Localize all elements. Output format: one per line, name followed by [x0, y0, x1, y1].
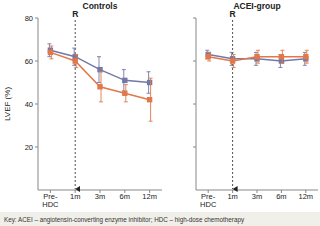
annotation-label: R — [72, 9, 78, 19]
data-point — [147, 80, 152, 85]
error-bar-cap — [207, 52, 211, 53]
key-box — [0, 212, 320, 226]
y-tick-label: 60 — [25, 57, 33, 66]
data-point — [97, 67, 102, 72]
error-bar-cap — [256, 63, 260, 64]
y-tick — [193, 18, 196, 19]
error-bar-cap — [47, 43, 51, 44]
data-point — [147, 97, 152, 102]
error-bar-cap — [205, 50, 209, 51]
error-bar-cap — [99, 101, 103, 102]
annotation-arrow — [232, 20, 233, 189]
y-axis-label: LVEF (%) — [3, 87, 12, 121]
chart-svg: 20 40 60 80 Pre-HDC 1m 3m 6m 12m Controls LVEF (%)… — [0, 0, 320, 226]
error-bar-cap — [305, 63, 309, 64]
x-tick-label: Pre-HDC — [200, 192, 217, 209]
annotation-arrow — [75, 20, 76, 189]
y-tick — [193, 61, 196, 62]
data-point — [206, 54, 211, 59]
data-point — [48, 50, 53, 55]
data-point — [73, 58, 78, 63]
data-point — [303, 54, 308, 59]
error-bar-cap — [232, 54, 236, 55]
data-point — [122, 91, 127, 96]
error-bar-cap — [72, 48, 76, 49]
data-point — [230, 58, 235, 63]
error-bar-cap — [230, 65, 234, 66]
error-bar-cap — [303, 52, 307, 53]
data-point — [254, 54, 259, 59]
x-tick-label: 1m — [70, 192, 80, 201]
error-bar-cap — [147, 71, 151, 72]
error-bar-cap — [99, 71, 103, 72]
error-bar-cap — [230, 52, 234, 53]
error-bar-cap — [232, 67, 236, 68]
y-tick — [35, 61, 38, 62]
key-text: Key: ACEI – angiotensin-converting enzym… — [4, 216, 245, 224]
error-bar-cap — [303, 65, 307, 66]
panel: Pre-HDC 1m 3m 6m 12m ACEI-groupR — [193, 1, 318, 209]
y-tick-label: 80 — [25, 14, 33, 23]
error-bar-cap — [124, 101, 128, 102]
series-line — [50, 52, 149, 99]
error-bar-cap — [47, 56, 51, 57]
error-bar-cap — [74, 54, 78, 55]
data-group — [47, 44, 152, 121]
error-bar-cap — [278, 67, 282, 68]
x-tick-label-part: HDC — [42, 200, 59, 209]
panel-title: ACEI-group — [233, 1, 280, 11]
y-tick — [35, 147, 38, 148]
y-tick — [35, 104, 38, 105]
error-bar-cap — [280, 63, 284, 64]
data-group — [205, 50, 309, 67]
y-tick-label: 20 — [25, 143, 33, 152]
error-bar-cap — [49, 45, 53, 46]
y-tick-label: 40 — [25, 100, 33, 109]
error-bar-cap — [147, 93, 151, 94]
error-bar-cap — [207, 61, 211, 62]
error-bar-cap — [124, 84, 128, 85]
x-tick-label: 1m — [227, 192, 237, 201]
error-bar-cap — [74, 67, 78, 68]
x-tick-label-part: HDC — [200, 200, 217, 209]
series-line — [50, 50, 149, 82]
x-tick-label: 3m — [95, 192, 105, 201]
x-tick-label: Pre-HDC — [42, 192, 59, 209]
data-point — [279, 54, 284, 59]
error-bar-cap — [280, 50, 284, 51]
y-tick — [35, 18, 38, 19]
x-tick-label: 3m — [252, 192, 262, 201]
error-bar-cap — [97, 82, 101, 83]
data-point — [122, 78, 127, 83]
series-line — [208, 55, 306, 61]
x-tick-label: 12m — [142, 192, 157, 201]
error-bar-cap — [305, 50, 309, 51]
error-bar-cap — [72, 65, 76, 66]
error-bar-cap — [122, 69, 126, 70]
error-bar-cap — [97, 56, 101, 57]
error-bar-cap — [149, 121, 153, 122]
y-tick — [193, 104, 196, 105]
error-bar-cap — [149, 78, 153, 79]
panel: 20 40 60 80 Pre-HDC 1m 3m 6m 12m Controls LVEF (%)… — [3, 1, 162, 209]
error-bar-cap — [254, 65, 258, 66]
error-bar-cap — [49, 58, 53, 59]
y-tick — [193, 147, 196, 148]
panel-title: Controls — [83, 1, 118, 11]
error-bar-cap — [256, 50, 260, 51]
error-bar-cap — [254, 52, 258, 53]
x-tick-label: 12m — [299, 192, 314, 201]
data-point — [97, 84, 102, 89]
chart-root: 20 40 60 80 Pre-HDC 1m 3m 6m 12m Controls LVEF (%)… — [0, 0, 320, 226]
x-tick-label: 6m — [120, 192, 130, 201]
annotation-label: R — [230, 9, 236, 19]
x-tick-label: 6m — [276, 192, 286, 201]
